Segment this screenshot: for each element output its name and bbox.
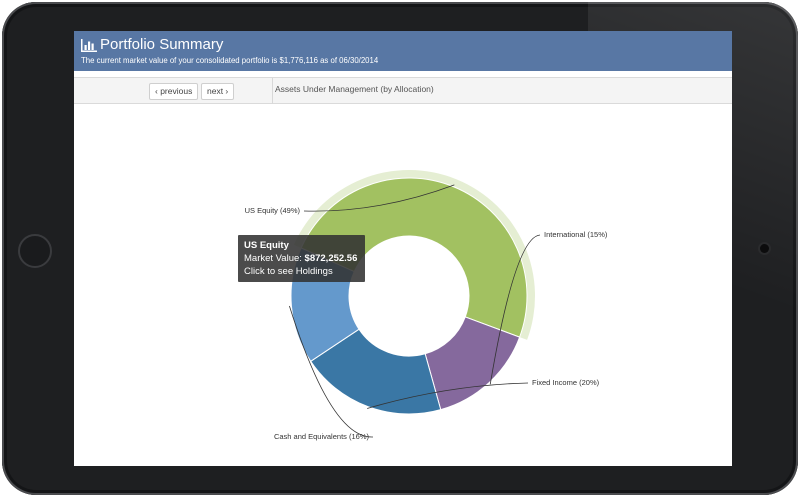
toolbar-divider <box>272 78 273 104</box>
slice-label-international: International (15%) <box>544 230 608 239</box>
tooltip-title: US Equity <box>244 240 289 251</box>
leader-line-international <box>489 234 541 385</box>
app-screen: Portfolio Summary The current market val… <box>74 31 732 466</box>
next-button[interactable]: next › <box>201 83 235 100</box>
tooltip-action[interactable]: Click to see Holdings <box>244 266 333 277</box>
chart-tooltip[interactable]: US Equity Market Value: $872,252.56 Clic… <box>238 235 365 282</box>
portfolio-subtitle: The current market value of your consoli… <box>81 56 379 65</box>
chart-heading: Assets Under Management (by Allocation) <box>275 84 434 94</box>
page-title: Portfolio Summary <box>100 36 224 53</box>
tooltip-market-value: Market Value: $872,252.56 <box>244 252 359 265</box>
bar-chart-icon <box>81 39 97 52</box>
tooltip-value-prefix: Market Value: <box>244 253 305 264</box>
leader-line-us-equity <box>303 184 455 212</box>
leader-line-fixed-income <box>367 382 529 409</box>
slice-label-cash-and-equivalents: Cash and Equivalents (16%) <box>274 432 370 441</box>
slice-label-fixed-income: Fixed Income (20%) <box>532 378 600 387</box>
allocation-donut-chart: US Equity (49%) International (15%) Fixed … <box>245 169 608 441</box>
camera-icon <box>760 244 769 253</box>
slice-label-us-equity: US Equity (49%) <box>245 206 301 215</box>
previous-button[interactable]: ‹ previous <box>149 83 199 100</box>
home-button[interactable] <box>18 234 52 268</box>
tooltip-value: $872,252.56 <box>304 253 358 264</box>
slice-us-equity[interactable] <box>300 177 528 338</box>
portfolio-header: Portfolio Summary The current market val… <box>74 31 732 71</box>
chart-toolbar: ‹ previous next › Assets Under Managemen… <box>74 77 732 104</box>
slice-fixed-income[interactable] <box>310 328 442 415</box>
leader-line-cash-and-equivalents <box>289 305 374 438</box>
